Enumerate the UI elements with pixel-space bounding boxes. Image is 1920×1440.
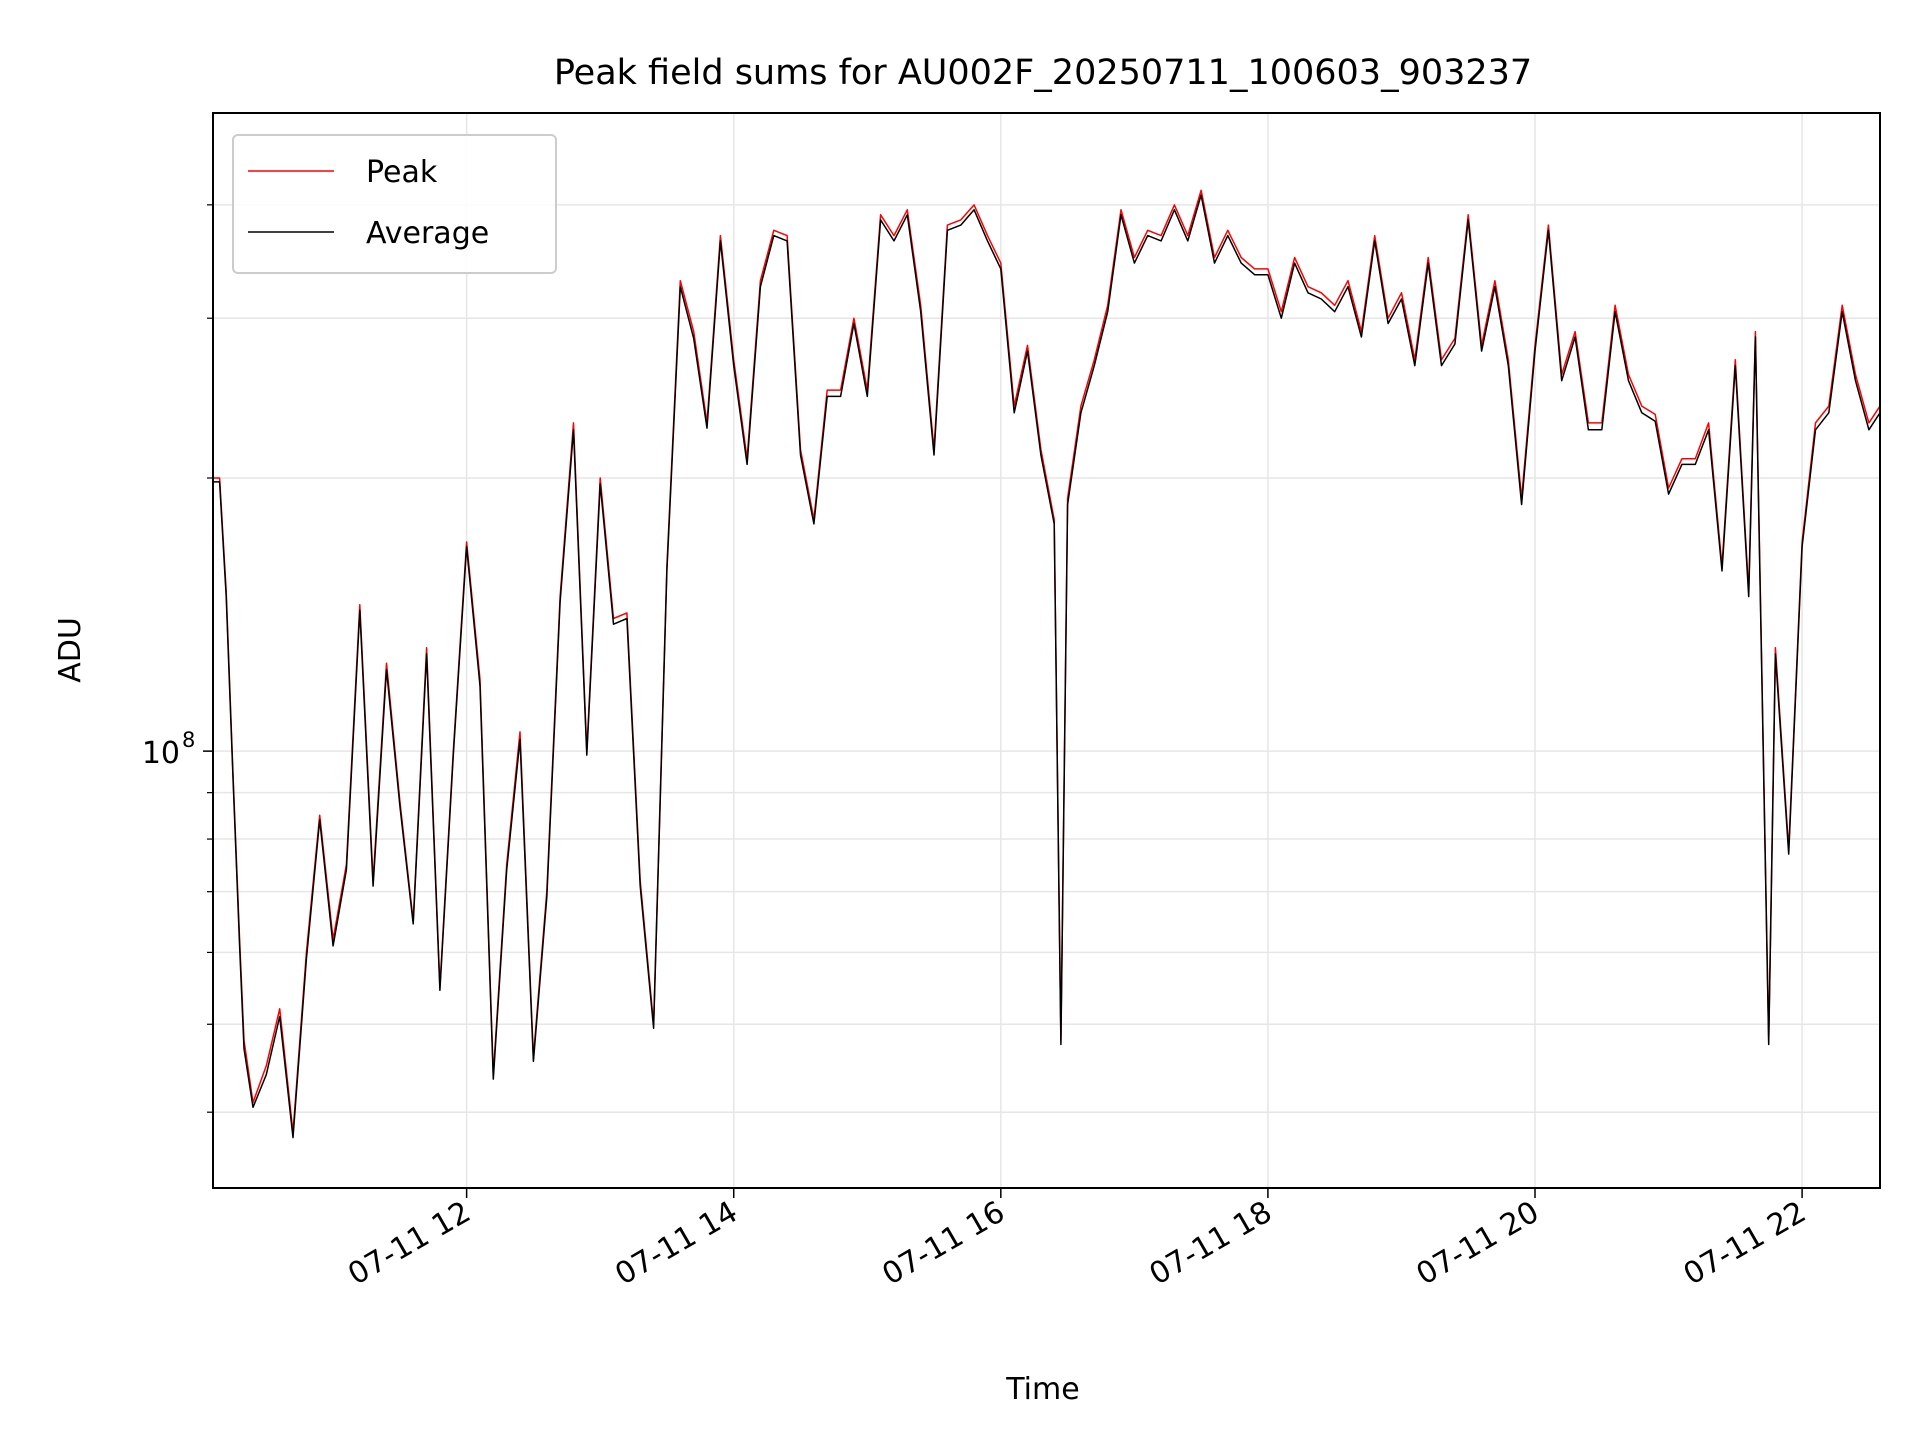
legend: Peak Average — [232, 134, 557, 274]
legend-label-peak: Peak — [366, 155, 438, 190]
legend-label-average: Average — [366, 216, 489, 251]
series-line-average — [213, 194, 1881, 1139]
y-tick-label-exponent: 8 — [182, 728, 195, 752]
series-layer — [213, 189, 1881, 1139]
plot-frame — [212, 112, 1881, 1189]
chart-title: Peak field sums for AU002F_20250711_1006… — [554, 53, 1532, 93]
y-tick-label: 10 — [142, 736, 180, 771]
y-axis-label: ADU — [53, 617, 88, 683]
x-axis-label: Time — [1005, 1372, 1079, 1407]
legend-box — [232, 134, 557, 274]
